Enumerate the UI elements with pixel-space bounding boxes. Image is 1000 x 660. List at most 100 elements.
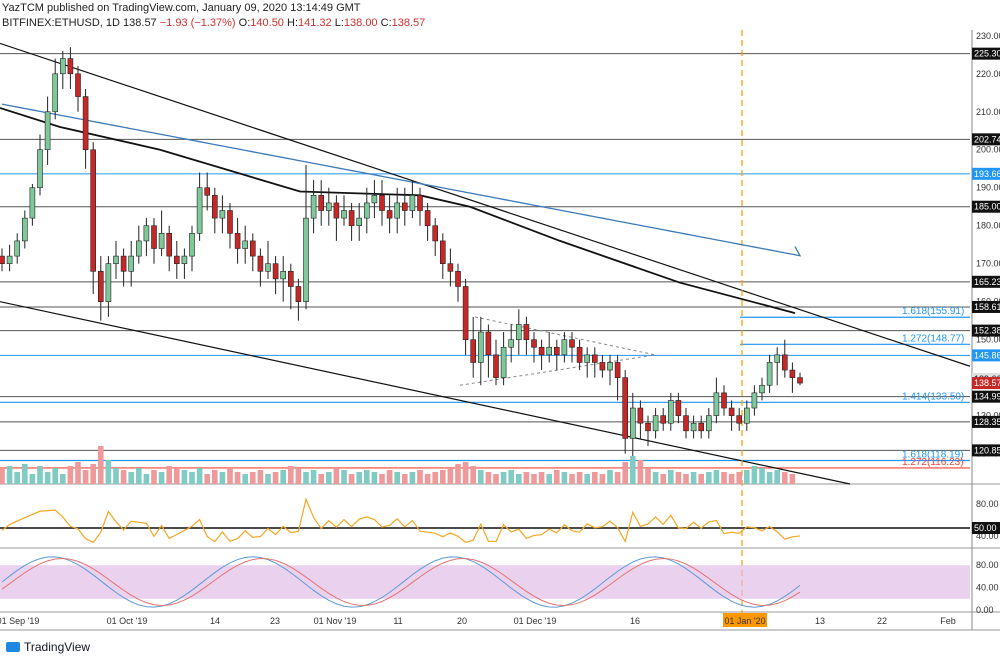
- close-value: 138.57: [391, 17, 426, 29]
- rsi-tick-label: 80.00: [976, 499, 999, 509]
- candle-body: [379, 195, 385, 211]
- volume-bar: [744, 470, 750, 484]
- candle-body: [576, 346, 583, 363]
- candle-body: [204, 187, 210, 196]
- volume-bar: [789, 474, 796, 484]
- volume-bar: [774, 470, 780, 484]
- volume-bar: [379, 474, 385, 484]
- candle-body: [371, 195, 378, 204]
- x-tick-label: 13: [815, 616, 825, 626]
- chart-header: YazTCM published on TradingView.com, Jan…: [0, 0, 972, 30]
- volume-bar: [318, 474, 324, 484]
- rsi-tick-label: 40.00: [976, 531, 999, 541]
- volume-bar: [242, 474, 248, 484]
- fib-label: 1.272(116.23): [902, 457, 964, 468]
- volume-bar: [37, 466, 43, 484]
- rsi-level-label: 50.00: [974, 523, 997, 533]
- candle-body: [690, 422, 697, 432]
- candle-body: [0, 255, 5, 264]
- volume-bar: [105, 460, 112, 484]
- candle-body: [439, 240, 446, 264]
- stoch-tick-label: 0.00: [976, 605, 994, 615]
- volume-bar: [257, 470, 264, 484]
- level-badge-label: 134.99: [974, 392, 1000, 402]
- volume-bar: [630, 456, 636, 484]
- volume-bar: [554, 470, 560, 484]
- candle-body: [6, 255, 13, 264]
- candle-body: [67, 58, 74, 75]
- trendline-upper: [0, 42, 971, 367]
- volume-bar: [265, 474, 271, 484]
- candle-body: [728, 407, 735, 416]
- candle-body: [234, 233, 241, 249]
- volume-bar: [364, 470, 370, 484]
- x-tick-label: 01 Nov '19: [314, 616, 357, 626]
- candle-body: [386, 210, 393, 219]
- x-tick-label: Feb: [940, 616, 956, 626]
- volume-bar: [6, 466, 13, 484]
- candle-body: [508, 339, 515, 348]
- candle-body: [341, 210, 347, 219]
- volume-bar: [356, 472, 362, 484]
- y-tick-label: 170.00: [976, 259, 1000, 269]
- open-value: 140.50: [250, 17, 284, 29]
- volume-bar: [409, 472, 416, 484]
- candle-body: [394, 202, 401, 219]
- volume-bar: [599, 474, 606, 484]
- volume-bar: [432, 472, 438, 484]
- x-tick-label: 01 Jan '20: [724, 616, 765, 626]
- volume-bar: [234, 472, 241, 484]
- candle-body: [75, 73, 81, 97]
- volume-bar: [417, 470, 423, 484]
- candle-body: [599, 362, 606, 371]
- candle-body: [98, 270, 104, 302]
- candle-body: [287, 270, 294, 287]
- candle-body: [500, 346, 507, 378]
- stoch-tick-label: 40.00: [976, 583, 999, 593]
- volume-bar: [303, 472, 309, 484]
- volume-bar: [652, 472, 659, 484]
- volume-bar: [637, 460, 644, 484]
- candle-body: [401, 202, 408, 211]
- volume-bar: [0, 468, 5, 484]
- candle-body: [21, 217, 28, 242]
- candle-body: [318, 195, 325, 211]
- candle-body: [120, 255, 127, 272]
- volume-bar: [759, 468, 765, 484]
- volume-bar: [227, 468, 233, 484]
- candle-body: [409, 195, 416, 211]
- level-badge: [972, 444, 1000, 457]
- level-badge-label: 185.00: [974, 202, 1000, 212]
- candle-body: [683, 415, 689, 432]
- volume-bar: [14, 472, 20, 484]
- candle-body: [424, 210, 431, 227]
- level-badge-label: 225.30: [974, 49, 1000, 59]
- candle-body: [363, 202, 370, 219]
- candle-body: [553, 346, 560, 356]
- candle-body: [417, 195, 423, 211]
- high-label: H:: [287, 17, 298, 29]
- volume-bar: [250, 472, 256, 484]
- volume-bar: [98, 446, 104, 484]
- volume-bar: [424, 474, 431, 484]
- volume-bar: [52, 468, 58, 484]
- price-change: −1.93 (−1.37%): [159, 17, 236, 29]
- volume-bar: [698, 474, 704, 484]
- level-badge: [972, 300, 1000, 313]
- price-badge: [972, 377, 1000, 390]
- candle-body: [470, 339, 477, 363]
- y-tick-label: 220.00: [976, 69, 1000, 79]
- volume-bar: [113, 468, 119, 484]
- candle-body: [356, 217, 363, 227]
- candle-body: [698, 422, 705, 432]
- x-tick-label: 01 Dec '19: [514, 616, 557, 626]
- candle-body: [477, 331, 484, 363]
- rsi-level-badge: [972, 522, 1000, 534]
- candle-body: [629, 407, 636, 439]
- triangle-lower: [459, 354, 656, 386]
- volume-bar: [622, 462, 628, 484]
- y-tick-label: 150.00: [976, 335, 1000, 345]
- volume-bar: [90, 464, 96, 484]
- candle-body: [44, 111, 51, 151]
